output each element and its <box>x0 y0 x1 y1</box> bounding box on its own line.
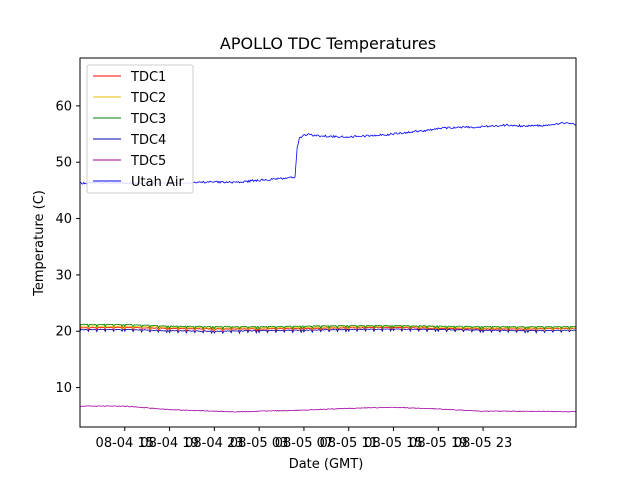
y-axis-label: Temperature (C) <box>32 190 47 297</box>
x-axis-label: Date (GMT) <box>289 457 364 472</box>
x-tick-label: 08-05 07 <box>275 436 333 451</box>
series-line-tdc5 <box>80 405 576 413</box>
x-tick-label: 08-05 03 <box>230 436 288 451</box>
series-line-tdc4 <box>80 328 576 335</box>
legend-label: TDC3 <box>130 112 166 127</box>
x-tick-label: 08-04 15 <box>96 436 154 451</box>
y-tick-label: 60 <box>55 99 72 114</box>
legend-label: TDC1 <box>130 70 166 85</box>
legend-label: TDC2 <box>130 91 166 106</box>
x-tick-label: 08-05 19 <box>409 436 467 451</box>
y-tick-label: 20 <box>55 325 72 340</box>
x-tick-label: 08-05 11 <box>319 436 377 451</box>
y-tick-label: 30 <box>55 268 72 283</box>
legend-label: TDC5 <box>130 154 166 169</box>
series-layer <box>80 121 576 413</box>
legend-label: TDC4 <box>130 133 166 148</box>
y-tick-label: 40 <box>55 212 72 227</box>
x-tick-label: 08-04 19 <box>140 436 198 451</box>
plot-frame <box>79 57 577 428</box>
y-axis: 10 20 30 40 50 60 <box>55 99 80 396</box>
x-tick-label: 08-05 15 <box>364 436 422 451</box>
series-line-tdc2 <box>80 325 576 332</box>
x-tick-label: 08-05 23 <box>454 436 512 451</box>
y-tick-label: 10 <box>55 381 72 396</box>
legend: TDC1 TDC2 TDC3 TDC4 TDC5 Utah Air <box>86 64 194 194</box>
chart-title: APOLLO TDC Temperatures <box>220 34 436 53</box>
legend-label: Utah Air <box>131 175 184 190</box>
y-tick-label: 50 <box>55 156 72 171</box>
x-tick-label: 08-04 23 <box>185 436 243 451</box>
series-line-tdc3 <box>80 323 576 331</box>
